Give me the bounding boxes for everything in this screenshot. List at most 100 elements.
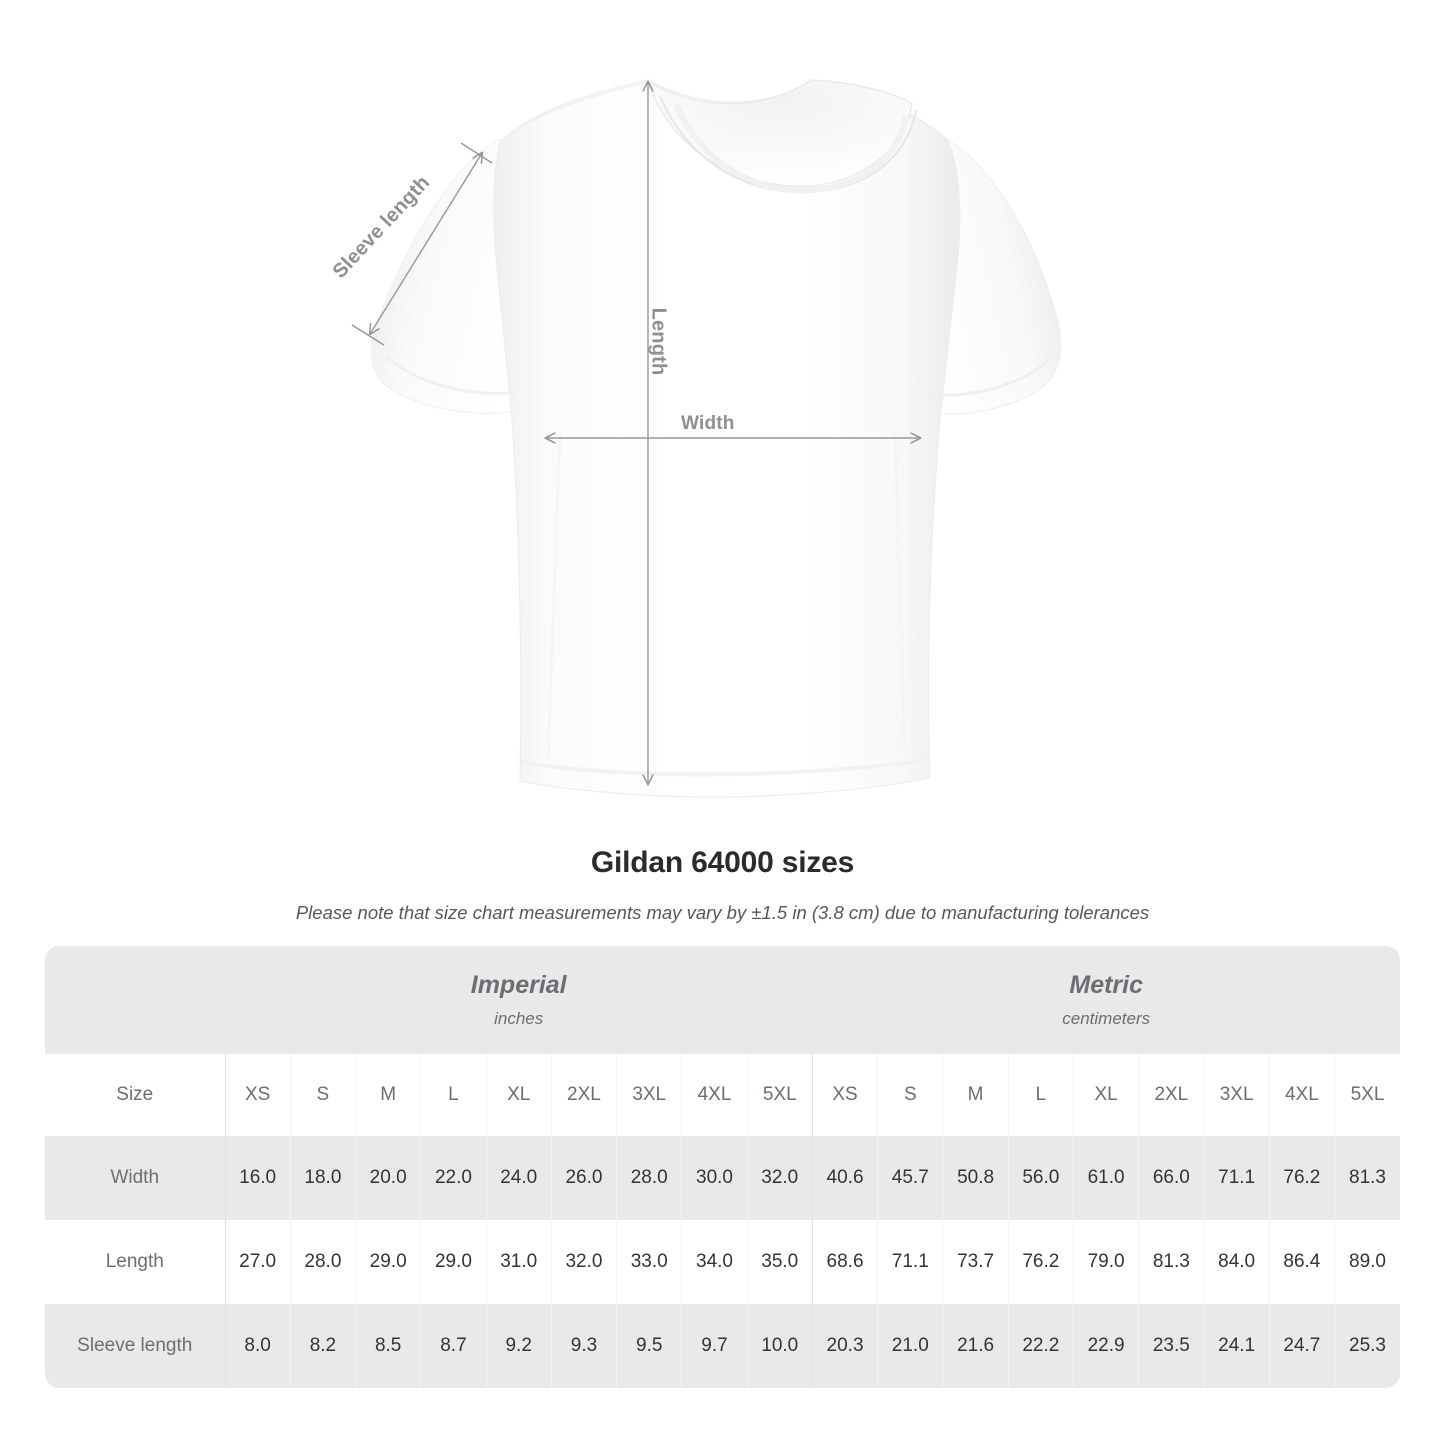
cell-sleeve-length-imperial-m: 8.5 [355, 1304, 421, 1388]
chart-heading-block: Gildan 64000 sizes Please note that size… [0, 843, 1445, 925]
size-header-imperial-2xl: 2XL [550, 1054, 617, 1136]
cell-sleeve-length-imperial-2xl: 9.3 [550, 1304, 617, 1388]
cell-sleeve-length-imperial-3xl: 9.5 [616, 1304, 682, 1388]
size-chart-table: Imperial inches Metric centimeters Size XS S M L… [45, 946, 1400, 1388]
size-header-imperial-5xl: 5XL [746, 1054, 813, 1136]
collar-ribbing [673, 102, 909, 194]
unit-subtitle: inches [494, 1009, 544, 1028]
tshirt-illustration [351, 79, 1062, 798]
size-header-metric-xl: XL [1072, 1054, 1139, 1136]
size-header-row: Size XS S M L XL 2XL 3XL 4XL 5XL XS S M L XL 2XL 3XL 4XL 5… [45, 1054, 1400, 1136]
row-label-sleeve-length: Sleeve length [45, 1304, 225, 1388]
cell-sleeve-length-imperial-s: 8.2 [289, 1304, 356, 1388]
tolerance-note: Please note that size chart measurements… [295, 902, 1150, 923]
cell-width-imperial-m: 20.0 [355, 1136, 421, 1220]
size-header-imperial-4xl: 4XL [681, 1054, 748, 1136]
fabric-fold-right [893, 429, 907, 759]
cell-sleeve-length-imperial-xl: 9.2 [485, 1304, 552, 1388]
cell-length-metric-4xl: 86.4 [1268, 1220, 1335, 1304]
unit-header-row: Imperial inches Metric centimeters [45, 946, 1400, 1054]
cell-width-imperial-4xl: 30.0 [681, 1136, 748, 1220]
cell-length-imperial-5xl: 35.0 [746, 1220, 813, 1304]
cell-length-metric-3xl: 84.0 [1203, 1220, 1270, 1304]
cell-sleeve-length-metric-5xl: 25.3 [1334, 1304, 1400, 1388]
fabric-fold-left [546, 429, 562, 761]
length-annotation: Length [647, 307, 670, 376]
cell-width-metric-l: 56.0 [1007, 1136, 1074, 1220]
cell-length-imperial-xl: 31.0 [485, 1220, 552, 1304]
cell-width-imperial-5xl: 32.0 [746, 1136, 813, 1220]
table-row: Width 16.0 18.0 20.0 22.0 24.0 26.0 28.0 30.0 32.… [45, 1136, 1400, 1220]
row-label-length: Length [45, 1220, 225, 1304]
cell-width-metric-3xl: 71.1 [1203, 1136, 1270, 1220]
cell-sleeve-length-imperial-4xl: 9.7 [681, 1304, 748, 1388]
cell-width-imperial-xs: 16.0 [224, 1136, 291, 1220]
cell-sleeve-length-metric-xs: 20.3 [811, 1304, 878, 1388]
cell-sleeve-length-imperial-xs: 8.0 [224, 1304, 291, 1388]
width-annotation: Width [681, 413, 735, 434]
cell-length-metric-xs: 68.6 [811, 1220, 878, 1304]
cell-length-imperial-m: 29.0 [355, 1220, 421, 1304]
unit-name: Metric [1069, 971, 1144, 999]
unit-name: Imperial [470, 971, 567, 999]
size-header-metric-xs: XS [811, 1054, 878, 1136]
cell-sleeve-length-metric-l: 22.2 [1007, 1304, 1074, 1388]
size-header-metric-5xl: 5XL [1334, 1054, 1400, 1136]
sleeve-cap-bottom [351, 324, 385, 346]
size-header-metric-2xl: 2XL [1138, 1054, 1204, 1136]
unit-subtitle: centimeters [1062, 1009, 1151, 1028]
cell-length-metric-l: 76.2 [1007, 1220, 1074, 1304]
left-shoulder-seam [499, 81, 651, 143]
right-sleeve-hem [927, 356, 1052, 397]
unit-header-spacer [45, 946, 225, 1054]
size-row-label: Size [45, 1054, 225, 1136]
unit-header-imperial: Imperial inches [225, 946, 813, 1054]
size-chart-table-container: Imperial inches Metric centimeters Size XS S M L… [45, 946, 1400, 1388]
row-label-width: Width [45, 1136, 225, 1220]
page-title: Gildan 64000 sizes [590, 846, 855, 879]
cell-width-imperial-2xl: 26.0 [550, 1136, 617, 1220]
cell-sleeve-length-metric-s: 21.0 [877, 1304, 943, 1388]
cell-width-metric-5xl: 81.3 [1334, 1136, 1400, 1220]
bottom-hem [520, 758, 930, 777]
cell-sleeve-length-metric-4xl: 24.7 [1268, 1304, 1335, 1388]
cell-length-metric-xl: 79.0 [1072, 1220, 1139, 1304]
size-header-metric-m: M [942, 1054, 1009, 1136]
left-sleeve-hem [384, 354, 515, 395]
size-header-imperial-xl: XL [485, 1054, 552, 1136]
size-header-metric-4xl: 4XL [1268, 1054, 1335, 1136]
cell-width-metric-xs: 40.6 [811, 1136, 878, 1220]
cell-width-imperial-3xl: 28.0 [616, 1136, 682, 1220]
cell-sleeve-length-metric-xl: 22.9 [1072, 1304, 1139, 1388]
sleeve-measure-arrow [368, 151, 484, 336]
cell-length-imperial-l: 29.0 [420, 1220, 487, 1304]
size-header-imperial-m: M [355, 1054, 421, 1136]
cell-length-imperial-s: 28.0 [289, 1220, 356, 1304]
cell-width-metric-s: 45.7 [877, 1136, 943, 1220]
cell-length-imperial-3xl: 33.0 [616, 1220, 682, 1304]
size-header-imperial-3xl: 3XL [616, 1054, 682, 1136]
cell-sleeve-length-imperial-5xl: 10.0 [746, 1304, 813, 1388]
cell-length-metric-2xl: 81.3 [1138, 1220, 1204, 1304]
cell-width-metric-m: 50.8 [942, 1136, 1009, 1220]
table-row: Sleeve length 8.0 8.2 8.5 8.7 9.2 9.3 9.5 9.7 10.… [45, 1304, 1400, 1388]
cell-sleeve-length-metric-3xl: 24.1 [1203, 1304, 1270, 1388]
cell-sleeve-length-metric-m: 21.6 [942, 1304, 1009, 1388]
size-header-imperial-xs: XS [224, 1054, 291, 1136]
cell-sleeve-length-metric-2xl: 23.5 [1138, 1304, 1204, 1388]
cell-width-imperial-l: 22.0 [420, 1136, 487, 1220]
sleeve-cap-top [460, 142, 493, 164]
cell-width-imperial-xl: 24.0 [485, 1136, 552, 1220]
cell-length-imperial-4xl: 34.0 [681, 1220, 748, 1304]
cell-sleeve-length-imperial-l: 8.7 [420, 1304, 487, 1388]
size-header-metric-s: S [877, 1054, 943, 1136]
size-header-imperial-s: S [289, 1054, 356, 1136]
unit-header-metric: Metric centimeters [812, 946, 1400, 1054]
cell-width-metric-xl: 61.0 [1072, 1136, 1139, 1220]
size-header-metric-3xl: 3XL [1203, 1054, 1270, 1136]
cell-length-metric-m: 73.7 [942, 1220, 1009, 1304]
cell-length-metric-5xl: 89.0 [1334, 1220, 1400, 1304]
cell-width-metric-2xl: 66.0 [1138, 1136, 1204, 1220]
cell-length-metric-s: 71.1 [877, 1220, 943, 1304]
cell-length-imperial-xs: 27.0 [224, 1220, 291, 1304]
